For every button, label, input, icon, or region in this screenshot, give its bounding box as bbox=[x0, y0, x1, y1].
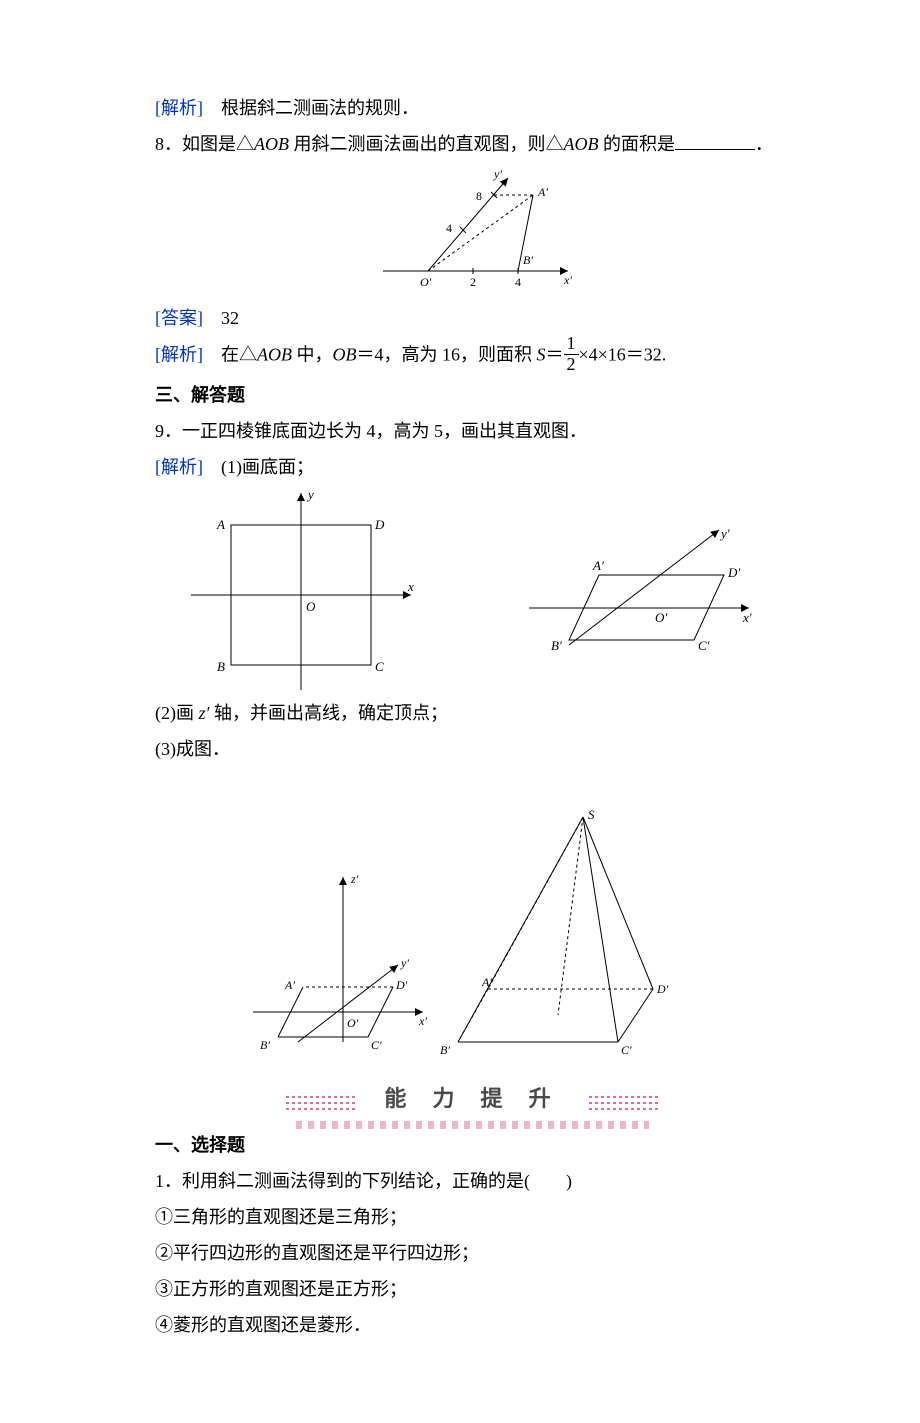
b1-1: ①三角形的直观图还是三角形； bbox=[155, 1199, 790, 1235]
svg-text:x′: x′ bbox=[418, 1014, 427, 1028]
b1-3: ③正方形的直观图还是正方形； bbox=[155, 1271, 790, 1307]
banner: 能 力 提 升 bbox=[155, 1077, 790, 1121]
b1-4: ④菱形的直观图还是菱形． bbox=[155, 1307, 790, 1343]
frac-den: 2 bbox=[564, 355, 579, 375]
svg-text:O′: O′ bbox=[347, 1016, 359, 1030]
q8-a: 8．如图是△ bbox=[155, 134, 254, 154]
svg-text:D′: D′ bbox=[656, 982, 669, 996]
svg-text:x′: x′ bbox=[742, 610, 752, 625]
analysis8-eq2: ＝ bbox=[546, 344, 564, 364]
svg-text:A′: A′ bbox=[592, 558, 604, 573]
svg-text:y′: y′ bbox=[719, 526, 730, 541]
heading-b1: 一、选择题 bbox=[155, 1127, 790, 1163]
analysis8-eq1: ＝4，高为 16，则面积 bbox=[357, 344, 537, 364]
svg-text:O′: O′ bbox=[655, 610, 667, 625]
q9-step2-b: 轴，并画出高线，确定顶点； bbox=[209, 703, 448, 723]
ans8: [答案] 32 bbox=[155, 300, 790, 336]
analysis8-mid1: 中， bbox=[292, 344, 333, 364]
svg-text:4: 4 bbox=[446, 221, 452, 235]
svg-text:y′: y′ bbox=[400, 956, 409, 970]
q9-stem: 9．一正四棱锥底面边长为 4，高为 5，画出其直观图． bbox=[155, 413, 790, 449]
analysis-line: [解析] 根据斜二测画法的规则． bbox=[155, 90, 790, 126]
svg-text:B′: B′ bbox=[440, 1043, 450, 1057]
q9-step2-a: (2)画 bbox=[155, 703, 199, 723]
svg-text:D′: D′ bbox=[395, 978, 408, 992]
analysis8-frac: 12 bbox=[564, 334, 579, 375]
analysis8-ob: OB bbox=[333, 344, 357, 364]
svg-text:C′: C′ bbox=[621, 1043, 632, 1057]
analysis8-tag: [解析] bbox=[155, 344, 203, 364]
svg-text:B′: B′ bbox=[551, 638, 562, 653]
svg-text:y: y bbox=[306, 487, 314, 502]
analysis8: [解析] 在△AOB 中，OB＝4，高为 16，则面积 S＝12×4×16＝32… bbox=[155, 336, 790, 377]
banner-deco-left bbox=[286, 1092, 356, 1106]
banner-inner: 能 力 提 升 bbox=[356, 1077, 588, 1121]
frac-num: 1 bbox=[564, 334, 579, 355]
analysis9-tag: [解析] bbox=[155, 457, 203, 477]
fig9b-svg: x′ y′ z′ O′ A′ D′ B′ C′ S A′ D′ B′ C′ bbox=[233, 787, 713, 1067]
svg-text:D: D bbox=[374, 517, 385, 532]
svg-text:A: A bbox=[216, 517, 225, 532]
analysis-text: 根据斜二测画法的规则． bbox=[203, 98, 419, 118]
ans8-tag: [答案] bbox=[155, 308, 203, 328]
analysis8-aob: AOB bbox=[257, 344, 292, 364]
q8-blank bbox=[675, 131, 755, 150]
svg-text:z′: z′ bbox=[350, 872, 359, 886]
fig9a-right-svg: x′ y′ O′ A′ D′ B′ C′ bbox=[499, 520, 759, 660]
banner-deco-right bbox=[589, 1092, 659, 1106]
analysis9: [解析] (1)画底面； bbox=[155, 449, 790, 485]
b1-stem: 1．利用斜二测画法得到的下列结论，正确的是( ) bbox=[155, 1163, 790, 1199]
banner-text: 能 力 提 升 bbox=[384, 1086, 560, 1111]
q8-aob2: AOB bbox=[564, 134, 599, 154]
svg-text:O′: O′ bbox=[420, 275, 432, 289]
svg-text:C′: C′ bbox=[371, 1038, 382, 1052]
q8-stem: 8．如图是△AOB 用斜二测画法画出的直观图，则△AOB 的面积是． bbox=[155, 126, 790, 162]
analysis9-text: (1)画底面； bbox=[203, 457, 314, 477]
fig9a-wrap: x y O A D B C x′ y′ O′ A′ D′ B′ C′ bbox=[155, 485, 790, 695]
q8-b: 用斜二测画法画出的直观图，则△ bbox=[289, 134, 564, 154]
svg-text:A′: A′ bbox=[284, 978, 295, 992]
q9-step2-z: z′ bbox=[199, 703, 210, 723]
q9-step2: (2)画 z′ 轴，并画出高线，确定顶点； bbox=[155, 695, 790, 731]
svg-text:4: 4 bbox=[515, 275, 521, 289]
analysis8-eq3: ×4×16＝32. bbox=[579, 344, 667, 364]
svg-text:y′: y′ bbox=[493, 167, 502, 181]
fig9a-left-svg: x y O A D B C bbox=[186, 485, 416, 695]
fig8-svg: x′ y′ O′ 2 4 4 8 A′ B′ bbox=[368, 166, 578, 296]
svg-text:8: 8 bbox=[476, 189, 482, 203]
svg-text:A′: A′ bbox=[537, 185, 548, 199]
analysis-tag: [解析] bbox=[155, 98, 203, 118]
svg-text:C′: C′ bbox=[698, 638, 710, 653]
q8-aob1: AOB bbox=[254, 134, 289, 154]
svg-text:B: B bbox=[217, 659, 225, 674]
analysis8-S: S bbox=[537, 344, 546, 364]
svg-text:x: x bbox=[407, 579, 414, 594]
banner-wave bbox=[296, 1121, 648, 1129]
svg-text:D′: D′ bbox=[727, 565, 740, 580]
svg-text:2: 2 bbox=[470, 275, 476, 289]
svg-text:x′: x′ bbox=[563, 273, 572, 287]
heading-3: 三、解答题 bbox=[155, 377, 790, 413]
svg-text:B′: B′ bbox=[260, 1038, 270, 1052]
analysis8-pre: 在△ bbox=[203, 344, 257, 364]
svg-text:C: C bbox=[375, 659, 384, 674]
svg-text:A′: A′ bbox=[481, 975, 492, 989]
q9-step3: (3)成图． bbox=[155, 731, 790, 767]
svg-text:S: S bbox=[588, 807, 595, 822]
q8-period: ． bbox=[755, 134, 773, 154]
q8-c: 的面积是 bbox=[599, 134, 676, 154]
ans8-text: 32 bbox=[203, 308, 239, 328]
b1-2: ②平行四边形的直观图还是平行四边形； bbox=[155, 1235, 790, 1271]
svg-text:B′: B′ bbox=[523, 253, 533, 267]
svg-text:O: O bbox=[306, 599, 316, 614]
fig9b-wrap: x′ y′ z′ O′ A′ D′ B′ C′ S A′ D′ B′ C′ bbox=[155, 787, 790, 1067]
fig8-wrap: x′ y′ O′ 2 4 4 8 A′ B′ bbox=[155, 166, 790, 296]
